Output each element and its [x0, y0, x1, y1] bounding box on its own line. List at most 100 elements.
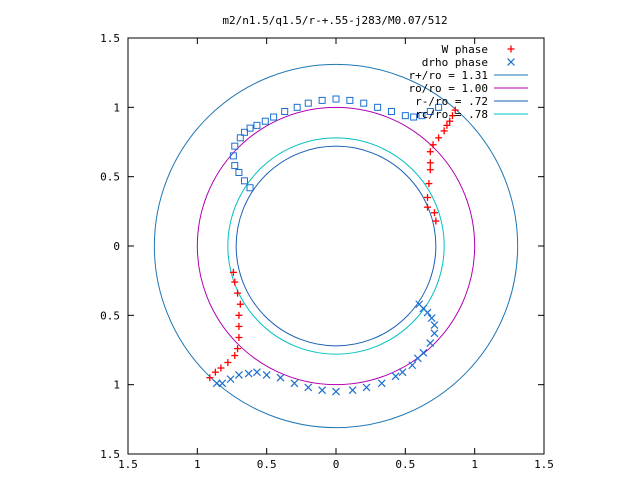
x-tick-label: 1: [194, 458, 201, 471]
plus-marker: [224, 358, 232, 366]
plus-marker: [426, 166, 434, 174]
plus-marker: [231, 278, 239, 286]
series-square: [229, 95, 443, 192]
square-marker: [435, 103, 443, 111]
series-plus: [206, 106, 459, 382]
legend-label: rc/ro = .78: [415, 108, 488, 121]
cross-marker: [423, 308, 432, 317]
y-tick-label: 1: [113, 379, 120, 392]
square-marker: [332, 95, 340, 103]
square-marker: [426, 107, 434, 115]
reference-circles: [153, 63, 519, 429]
y-tick-label: 1: [113, 101, 120, 114]
plus-marker: [451, 106, 459, 114]
data-series: [206, 95, 459, 396]
square-marker: [229, 152, 237, 160]
cross-marker: [427, 314, 436, 323]
plus-marker: [424, 193, 432, 201]
cross-marker: [304, 383, 313, 392]
axis-ticks: 1.5 1 0.5 0 0.5 1 1.51.510.500.511.5: [100, 32, 554, 471]
legend-label: r+/ro = 1.31: [409, 69, 488, 82]
plus-marker: [235, 322, 243, 330]
reference-circle: [227, 137, 445, 355]
square-marker: [246, 124, 254, 132]
square-marker: [401, 112, 409, 120]
plus-marker: [234, 289, 242, 297]
square-marker: [360, 99, 368, 107]
cross-marker: [391, 372, 400, 381]
cross-marker: [332, 387, 340, 396]
plus-marker: [440, 127, 448, 135]
cross-marker: [318, 386, 327, 395]
square-marker: [231, 142, 239, 150]
plus-marker: [206, 374, 214, 382]
y-tick-label: 0.5: [100, 309, 120, 322]
plus-marker: [435, 134, 443, 142]
legend-label: W phase: [442, 43, 488, 56]
cross-marker: [362, 383, 371, 392]
reference-circle: [153, 63, 519, 429]
reference-circle: [196, 106, 476, 386]
cross-marker: [212, 379, 221, 388]
plus-marker: [448, 112, 456, 120]
plus-marker: [429, 141, 437, 149]
square-marker: [253, 121, 261, 129]
square-marker: [293, 103, 301, 111]
cross-marker: [426, 339, 435, 347]
x-tick-label: 1.5: [534, 458, 554, 471]
plus-marker: [235, 334, 243, 342]
plus-marker: [217, 364, 225, 372]
cross-marker: [290, 379, 299, 388]
plus-marker: [432, 217, 440, 225]
cross-marker: [348, 386, 357, 395]
cross-marker: [408, 361, 417, 370]
y-tick-label: 0.5: [100, 171, 120, 184]
y-tick-label: 1.5: [100, 32, 120, 45]
cross-marker: [244, 369, 253, 378]
chart-title: m2/n1.5/q1.5/r-+.55-j283/M0.07/512: [222, 14, 447, 27]
x-tick-label: 0.5: [395, 458, 415, 471]
square-marker: [236, 134, 244, 142]
square-marker: [261, 117, 269, 125]
square-marker: [246, 184, 254, 192]
legend-label: ro/ro = 1.00: [409, 82, 488, 95]
y-tick-label: 0: [113, 240, 120, 253]
x-tick-label: 0: [333, 458, 340, 471]
plus-marker: [426, 159, 434, 167]
legend-label: drho phase: [422, 56, 488, 69]
square-marker: [281, 107, 289, 115]
square-marker: [304, 99, 312, 107]
plus-marker: [211, 368, 219, 376]
reference-circle: [235, 145, 437, 347]
cross-marker: [398, 368, 407, 377]
x-tick-label: 1.5: [118, 458, 138, 471]
square-marker: [231, 162, 239, 170]
plus-marker: [425, 180, 433, 188]
square-marker: [270, 113, 278, 121]
cross-marker: [226, 375, 235, 384]
plus-marker: [507, 45, 515, 53]
cross-marker: [413, 354, 422, 363]
legend-label: r-/ro = .72: [415, 95, 488, 108]
plus-marker: [443, 121, 451, 129]
plus-marker: [234, 345, 242, 353]
cross-marker: [235, 371, 243, 379]
square-marker: [346, 96, 354, 104]
cross-marker: [218, 379, 227, 388]
square-marker: [235, 169, 243, 177]
plus-marker: [229, 268, 237, 276]
cross-marker: [276, 373, 285, 382]
plus-marker: [424, 203, 432, 211]
plus-marker: [430, 209, 438, 217]
plus-marker: [426, 148, 434, 156]
square-marker: [410, 113, 418, 121]
series-cross: [212, 300, 439, 396]
square-marker: [374, 103, 382, 111]
plus-marker: [231, 352, 239, 360]
x-tick-label: 0.5: [257, 458, 277, 471]
cross-marker: [430, 329, 439, 338]
square-marker: [387, 107, 395, 115]
cross-marker: [430, 321, 439, 329]
cross-marker: [253, 368, 261, 377]
